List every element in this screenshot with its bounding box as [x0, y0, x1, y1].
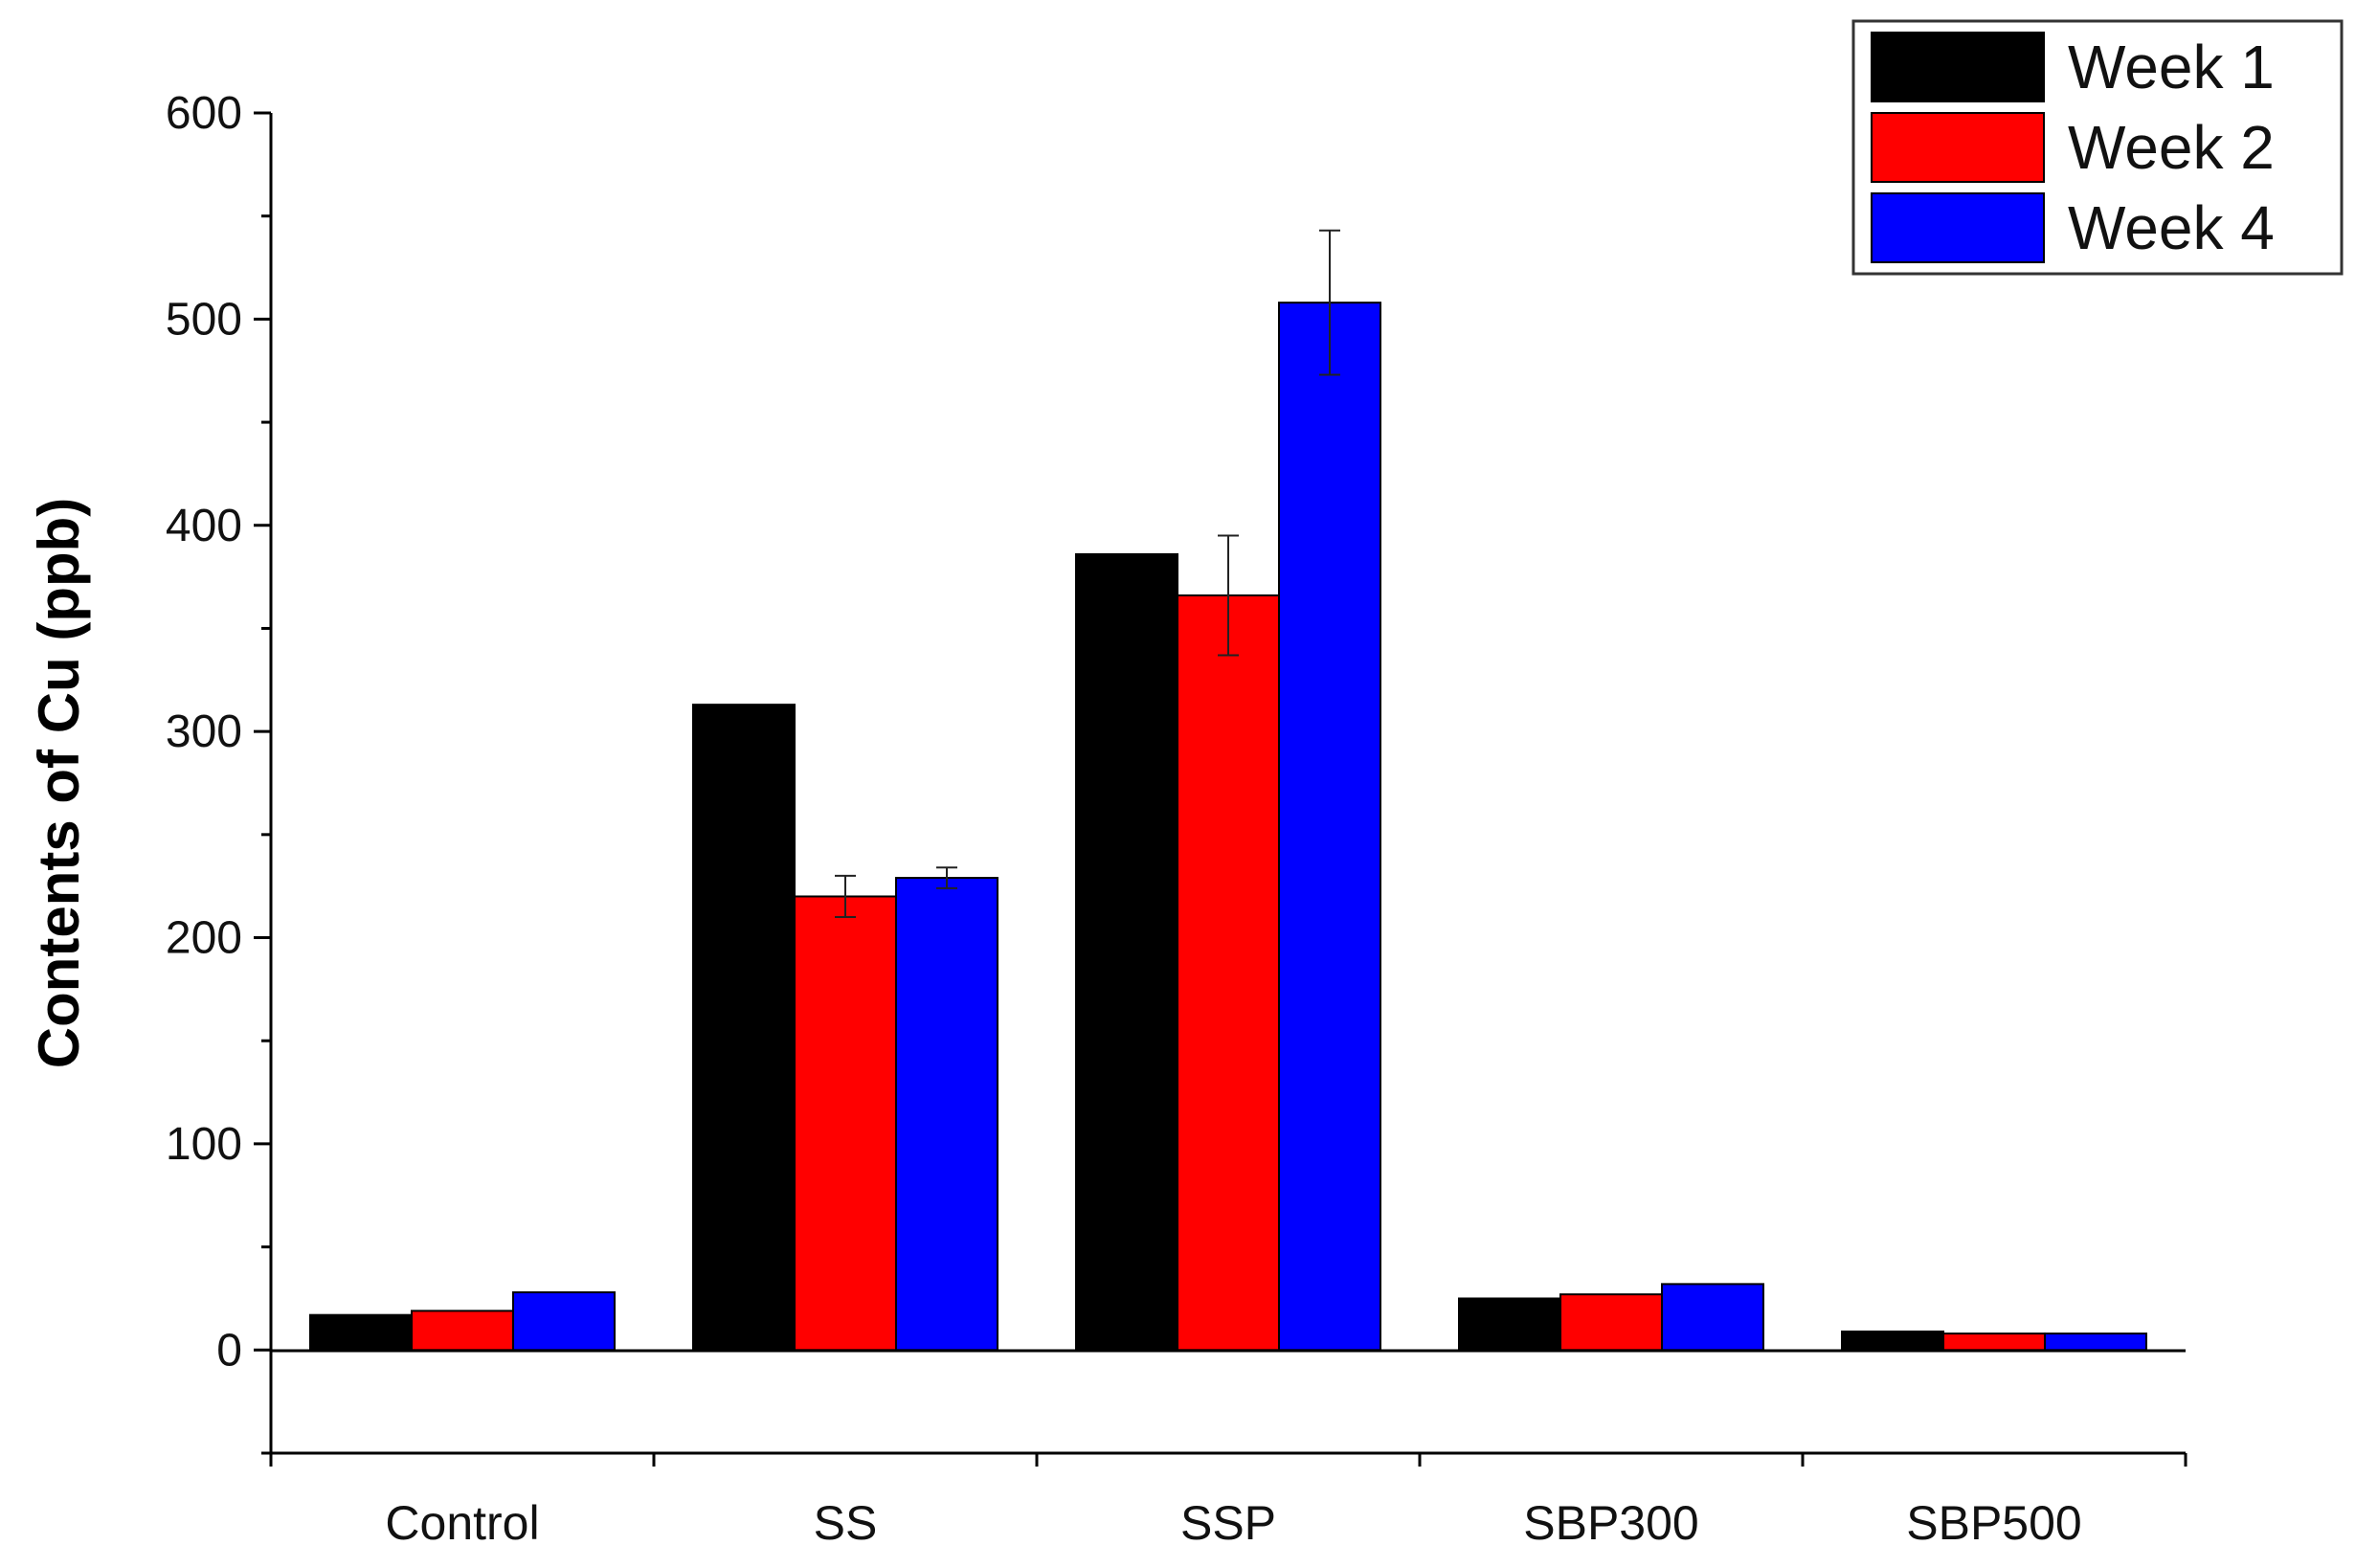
error-bar-ss-week-2	[835, 874, 856, 918]
legend-item-week-4: Week 4	[1871, 192, 2275, 263]
y-tick-label-200: 200	[166, 913, 242, 964]
x-tick-label-control: Control	[385, 1496, 539, 1550]
bar-control-week-4	[512, 1291, 616, 1352]
y-tick-label-500: 500	[166, 294, 242, 345]
legend-item-week-2: Week 2	[1871, 112, 2275, 183]
bar-ssp-week-2	[1177, 594, 1280, 1352]
legend-swatch	[1871, 32, 2045, 102]
bars-layer	[309, 302, 2147, 1352]
bar-sbp500-week-4	[2044, 1333, 2147, 1352]
bar-sbp300-week-4	[1661, 1283, 1764, 1352]
error-bar-ss-week-4	[936, 866, 957, 889]
bar-sbp500-week-2	[1942, 1333, 2046, 1352]
legend-items: Week 1 Week 2 Week 4	[1871, 32, 2275, 263]
legend-item-week-1: Week 1	[1871, 32, 2275, 102]
bar-sbp500-week-1	[1841, 1330, 1944, 1352]
legend-label: Week 2	[2068, 113, 2275, 182]
y-ticks-layer: 0 100 200 300 400 500 600	[166, 88, 271, 1455]
x-labels-layer: Control SS SSP SBP300 SBP500	[269, 1453, 2187, 1550]
bar-ssp-week-4	[1278, 302, 1381, 1352]
x-tick-label-sbp500: SBP500	[1906, 1496, 2081, 1550]
bar-control-week-1	[309, 1313, 413, 1352]
y-tick-label-100: 100	[166, 1119, 242, 1170]
legend-swatch	[1871, 112, 2045, 183]
legend-label: Week 4	[2068, 193, 2275, 262]
legend-swatch	[1871, 192, 2045, 263]
error-bars-layer	[835, 229, 1340, 918]
y-tick-label-0: 0	[216, 1325, 242, 1376]
bar-ss-week-2	[794, 895, 897, 1352]
y-axis-title: Contents of Cu (ppb)	[27, 498, 91, 1069]
bar-sbp300-week-1	[1458, 1297, 1561, 1352]
bar-control-week-2	[411, 1310, 514, 1352]
legend-label: Week 1	[2068, 33, 2275, 101]
y-tick-label-300: 300	[166, 706, 242, 757]
x-tick-label-ss: SS	[814, 1496, 878, 1550]
bar-ss-week-4	[895, 877, 998, 1352]
bar-ssp-week-1	[1075, 552, 1178, 1352]
error-bar-ssp-week-4	[1319, 229, 1340, 376]
error-bar-ssp-week-2	[1218, 534, 1239, 657]
x-tick-label-sbp300: SBP300	[1523, 1496, 1698, 1550]
bar-sbp300-week-2	[1559, 1293, 1663, 1352]
y-tick-label-400: 400	[166, 501, 242, 551]
axes-layer	[269, 113, 2186, 1455]
legend: Week 1 Week 2 Week 4	[1851, 19, 2344, 276]
y-tick-label-600: 600	[166, 88, 242, 139]
x-tick-label-ssp: SSP	[1180, 1496, 1276, 1550]
bar-ss-week-1	[692, 704, 796, 1352]
